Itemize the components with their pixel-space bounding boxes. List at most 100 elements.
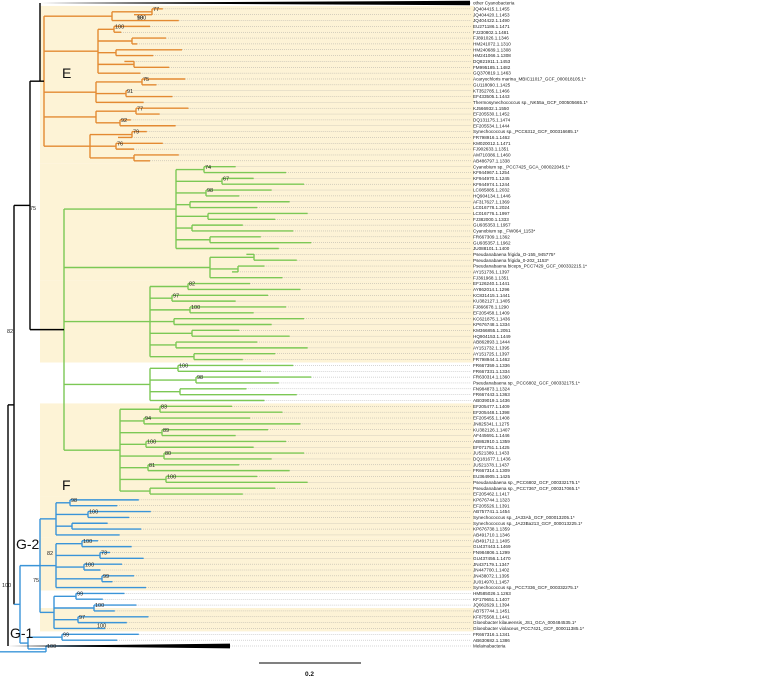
support-value: 80 — [165, 451, 171, 457]
support-value: 67 — [223, 176, 229, 182]
support-value: 77 — [137, 106, 143, 112]
tip-label: FJ866678.1.1290 — [473, 305, 509, 310]
support-value: 100 — [167, 475, 176, 481]
tree-branches — [0, 0, 470, 653]
support-value: 73 — [101, 551, 107, 557]
tip-label: KT352785.1.1466 — [473, 88, 510, 93]
tip-label: FJ891026.1.1346 — [473, 36, 509, 41]
tip-label: FR667314.1.1309 — [473, 468, 510, 473]
tip-label: JN437179.1.1347 — [473, 562, 510, 567]
tip-label: FR667359.1.1336 — [473, 363, 510, 368]
tip-label: Gloeobacter kilaueensis_JS1_GCA_00048453… — [473, 620, 576, 625]
support-value: 79 — [133, 130, 139, 136]
tip-label: EF205462.1.1417 — [473, 492, 510, 497]
tip-label: FR667331.1.1334 — [473, 369, 510, 374]
tip-label: AB862893.1.1444 — [473, 340, 510, 345]
tip-label: Pseudanabaena sp._PCC7367_GCF_000317065.… — [473, 486, 580, 491]
tip-label: KJ566932.1.1550 — [473, 106, 509, 111]
tip-label: EF071751.1.1425 — [473, 445, 510, 450]
tip-label: GU118090.1.1425 — [473, 82, 511, 87]
tip-label: DQ131175.1.1474 — [473, 118, 511, 123]
tip-label: KF875568.1.1441 — [473, 614, 510, 619]
clade-label-e: E — [62, 65, 71, 81]
tip-label: Melainabacteria — [473, 644, 506, 649]
tip-label: Gloeobacter violaceus_PCC7421_GCF_000011… — [473, 626, 584, 631]
tip-label: KP676744.1.1323 — [473, 497, 510, 502]
collapsed-clade-other-cyanobacteria — [40, 0, 470, 6]
support-value: 100 — [83, 539, 92, 545]
tip-label: GU935353.1.1957 — [473, 223, 511, 228]
tip-label: AY862014.1.1296 — [473, 287, 510, 292]
support-value: 100 — [47, 644, 56, 650]
tip-label: AB491710.1.1346 — [473, 533, 510, 538]
support-g2-75: 75 — [33, 578, 39, 584]
tip-label: FM995185.1.1482 — [473, 65, 511, 70]
tip-label: AY151725.1.1397 — [473, 351, 510, 356]
clade-label-g1: G-1 — [10, 625, 34, 641]
tip-label: KF179651.1.1407 — [473, 597, 510, 602]
tip-label: EF205530.1.1452 — [473, 112, 510, 117]
tip-label: HM241072.1.1310 — [473, 42, 511, 47]
support-backbone-100: 100 — [2, 583, 11, 589]
support-value: 83 — [161, 404, 167, 410]
tip-label: FJ902633.1.1351 — [473, 147, 509, 152]
tip-label: JU521378.1.1437 — [473, 462, 510, 467]
tip-label: JQ404415.1.1455 — [473, 6, 510, 11]
support-value: 77 — [153, 7, 159, 13]
support-value: 100 — [115, 25, 124, 31]
clade-label-g2: G-2 — [16, 536, 40, 552]
tip-label: AM710386.1.1460 — [473, 153, 511, 158]
tip-label: FR667316.1.1341 — [473, 632, 510, 637]
tip-label: HM240689.1.1308 — [473, 47, 511, 52]
tip-label: JQ404422.1.1490 — [473, 18, 510, 23]
support-value: 82 — [189, 282, 195, 288]
tip-label: GU437443.1.1469 — [473, 544, 511, 549]
support-value: 99 — [63, 632, 69, 638]
tip-label: DQ821911.1.1453 — [473, 59, 511, 64]
tip-label: AB630682.1.1386 — [473, 638, 510, 643]
support-value: 94 — [145, 416, 151, 422]
tip-label: HQ904134.1.1446 — [473, 194, 511, 199]
tip-label: KC831415.1.1441 — [473, 293, 510, 298]
tip-label: AB486797.1.1338 — [473, 158, 510, 163]
tip-label: KU382126.1.1407 — [473, 427, 510, 432]
tip-label: Pseudanabaena biceps_PCC7429_GCF_0003322… — [473, 264, 587, 269]
tip-label: EF205534.1.1444 — [473, 123, 510, 128]
tip-label: FR667309.1.1362 — [473, 234, 510, 239]
tip-label: AY151732.1.1395 — [473, 345, 510, 350]
support-value: 97 — [173, 293, 179, 299]
tip-label: Cyanobium sp._PCC7425_GCA_000022045.1* — [473, 164, 570, 169]
highlight-band-6 — [40, 608, 474, 632]
support-value: 74 — [205, 165, 211, 171]
tip-label: EF205477.1.1409 — [473, 404, 510, 409]
tip-label: AB491712.1.1405 — [473, 538, 510, 543]
support-value: 100 — [95, 603, 104, 609]
support-value: 92 — [121, 118, 127, 124]
tip-label: AF317627.1.1369 — [473, 199, 510, 204]
tip-label: Synechococcus sp._PCC7336_GCF_000332275.… — [473, 585, 579, 590]
support-value: 99 — [103, 574, 109, 580]
support-value: 99 — [77, 592, 83, 598]
tip-label: EF205455.1.1408 — [473, 416, 510, 421]
tip-label: FN984873.1.1324 — [473, 386, 510, 391]
scale-bar-label: 0.2 — [305, 671, 314, 678]
tip-label: Pseudanabaena frigida_0-202_1153* — [473, 258, 549, 263]
support-value: 100 — [85, 562, 94, 568]
tip-label: AY151736.1.1397 — [473, 269, 510, 274]
support-value: 100 — [89, 510, 98, 516]
tip-label: Cyanobium sp._FW064_1153* — [473, 229, 535, 234]
tip-label: FJ382000.1.1333 — [473, 217, 509, 222]
support-value: 98 — [197, 375, 203, 381]
tip-label: KP676748.1.1334 — [473, 322, 510, 327]
tip-label: LC016776.1.1997 — [473, 211, 510, 216]
tip-label: JU088101.1.1400 — [473, 246, 510, 251]
tip-label: FJ230802.1.1481 — [473, 30, 509, 35]
support-backbone-82: 82 — [7, 329, 13, 335]
support-value: 81 — [149, 463, 155, 469]
tip-label: JN447700.1.1402 — [473, 568, 510, 573]
tip-label: FR667443.1.1363 — [473, 392, 510, 397]
support-g2-82: 82 — [47, 551, 53, 557]
support-values: 7798100100759177927976746798829710010098… — [47, 7, 229, 650]
